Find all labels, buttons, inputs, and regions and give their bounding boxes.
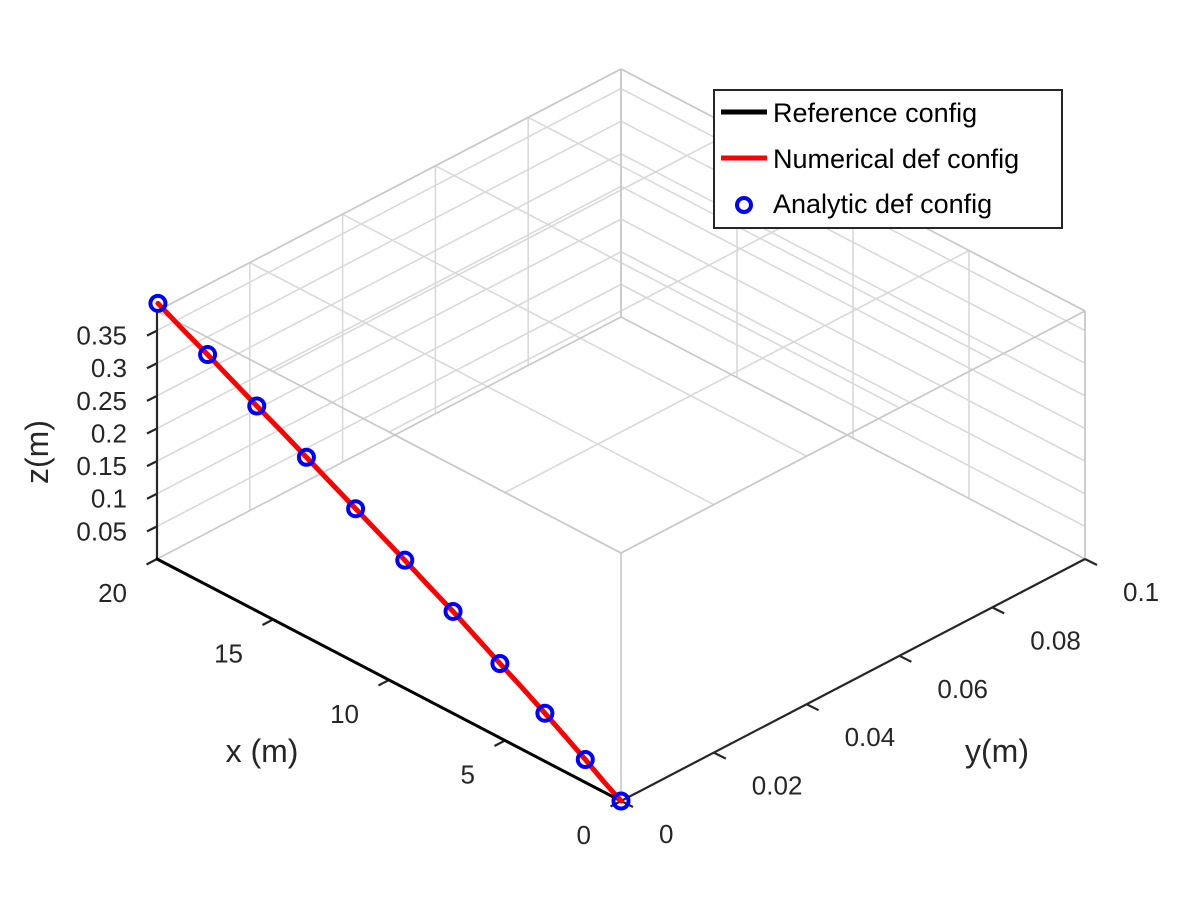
box-edge bbox=[156, 68, 622, 312]
grid-line-z bbox=[156, 120, 622, 364]
data-point-analytic-def-config bbox=[535, 703, 555, 723]
grid-line-z bbox=[156, 218, 622, 462]
legend-box bbox=[713, 89, 1063, 229]
z-tick-label: 0.05 bbox=[76, 516, 127, 546]
y-tick bbox=[713, 751, 727, 760]
data-point-analytic-def-config bbox=[346, 499, 366, 519]
legend-entry-analytic: Analytic def config bbox=[773, 189, 992, 219]
grid-line-z bbox=[620, 120, 1086, 364]
z-tick bbox=[146, 427, 158, 435]
x-tick-label: 15 bbox=[214, 639, 243, 669]
grid-line-z bbox=[620, 153, 1086, 397]
legend-swatch-analytic bbox=[735, 196, 753, 214]
legend-entry-numerical: Numerical def config bbox=[773, 144, 1019, 174]
data-point-analytic-def-config bbox=[575, 749, 595, 769]
x-tick-label: 0 bbox=[577, 820, 591, 850]
y-tick-label: 0.06 bbox=[937, 674, 988, 704]
x-tick-label: 5 bbox=[461, 760, 475, 790]
z-tick bbox=[146, 394, 158, 402]
grid-line-z bbox=[156, 283, 622, 528]
grid-line-y bbox=[342, 213, 807, 457]
z-tick-label: 0.35 bbox=[76, 321, 127, 351]
x-tick bbox=[493, 739, 506, 747]
data-point-analytic-def-config bbox=[490, 653, 510, 673]
grid-line-z bbox=[156, 87, 622, 332]
z-tick-label: 0.15 bbox=[76, 451, 127, 481]
tick-labels: 0510152000.020.040.060.080.10.050.10.150… bbox=[76, 321, 1159, 850]
grid-line-y bbox=[249, 261, 715, 506]
grid-line-z bbox=[620, 283, 1086, 528]
grid-line-z bbox=[156, 153, 622, 397]
y-axis-label: y(m) bbox=[965, 733, 1029, 769]
box-edge bbox=[620, 316, 1086, 560]
z-tick bbox=[146, 362, 158, 370]
y-tick bbox=[991, 606, 1005, 615]
x-tick bbox=[261, 618, 274, 626]
z-tick bbox=[146, 460, 158, 468]
y-tick-label: 0.04 bbox=[845, 722, 896, 752]
z-tick-label: 0.2 bbox=[91, 418, 127, 448]
data-point-analytic-def-config bbox=[395, 550, 415, 570]
x-tick-label: 10 bbox=[330, 699, 359, 729]
box-edge bbox=[620, 310, 1086, 554]
y-axis-line bbox=[620, 558, 1086, 802]
legend: Reference config Numerical def config An… bbox=[713, 89, 1063, 229]
box-edge bbox=[156, 310, 622, 554]
y-tick bbox=[898, 654, 912, 663]
grid-line-z bbox=[156, 251, 622, 495]
data-point-analytic-def-config bbox=[611, 791, 631, 811]
z-tick bbox=[146, 329, 158, 337]
grid-line-z bbox=[620, 185, 1086, 430]
y-tick-label: 0 bbox=[659, 819, 673, 849]
y-tick bbox=[806, 703, 820, 712]
box-edge bbox=[156, 316, 622, 560]
grid-line-z bbox=[156, 185, 622, 430]
x-tick bbox=[377, 679, 390, 687]
x-axis-label: x (m) bbox=[226, 733, 299, 769]
series-line-reference-config bbox=[155, 557, 623, 803]
y-tick-label: 0.1 bbox=[1123, 577, 1159, 607]
data-series bbox=[148, 293, 631, 811]
data-point-analytic-def-config bbox=[247, 396, 267, 416]
grid-line-x bbox=[272, 128, 738, 373]
z-tick bbox=[146, 492, 158, 500]
y-tick-label: 0.02 bbox=[752, 771, 803, 801]
z-tick-label: 0.3 bbox=[91, 353, 127, 383]
grid-line-y bbox=[435, 165, 900, 409]
grid-line-z bbox=[620, 251, 1086, 495]
y-tick-label: 0.08 bbox=[1030, 625, 1081, 655]
z-tick-label: 0.25 bbox=[76, 386, 127, 416]
grid-line-z bbox=[620, 218, 1086, 462]
data-point-analytic-def-config bbox=[148, 293, 168, 313]
x-tick bbox=[145, 558, 158, 566]
legend-entry-reference: Reference config bbox=[773, 98, 977, 128]
grid-line-y bbox=[527, 116, 993, 361]
series-line-numerical-def-config bbox=[155, 300, 624, 804]
z-tick-label: 0.1 bbox=[91, 484, 127, 514]
z-tick bbox=[146, 525, 158, 533]
x-tick-label: 20 bbox=[98, 578, 127, 608]
data-point-analytic-def-config bbox=[198, 345, 218, 365]
z-axis-label: z(m) bbox=[19, 420, 55, 484]
y-tick bbox=[1084, 558, 1098, 566]
data-point-analytic-def-config bbox=[296, 447, 316, 467]
data-point-analytic-def-config bbox=[443, 601, 463, 621]
